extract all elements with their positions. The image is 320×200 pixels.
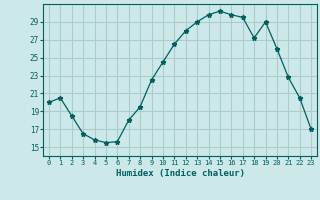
X-axis label: Humidex (Indice chaleur): Humidex (Indice chaleur) bbox=[116, 169, 244, 178]
